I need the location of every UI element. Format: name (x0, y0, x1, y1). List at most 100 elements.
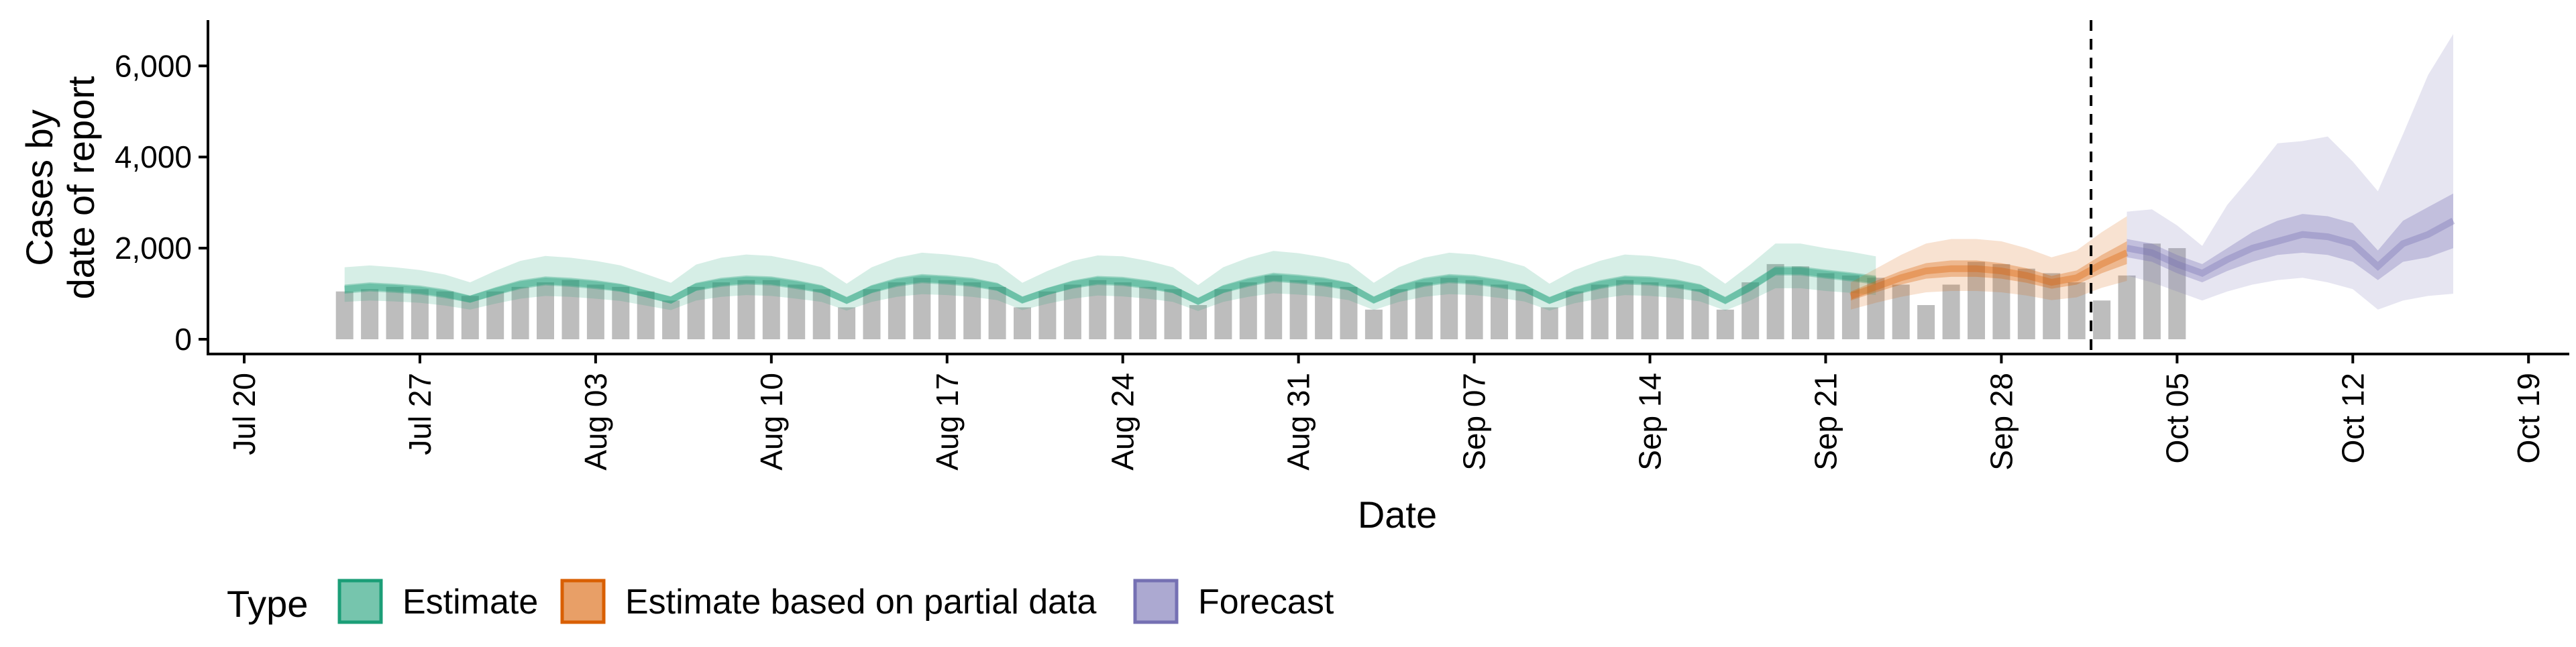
reported-cases-bar (386, 286, 404, 339)
reported-cases-bar (863, 289, 881, 339)
reported-cases-bar (2143, 243, 2161, 339)
reported-cases-bar (537, 282, 554, 339)
x-tick-label: Sep 07 (1457, 373, 1492, 471)
reported-cases-bar (1968, 261, 1985, 339)
reported-cases-bar (838, 307, 856, 339)
x-tick-label: Jul 27 (402, 373, 437, 455)
series-2-inner-band (2127, 193, 2453, 283)
reported-cases-bar (1139, 286, 1157, 339)
reported-cases-bar (1892, 284, 1910, 339)
reported-cases-bar (1566, 291, 1584, 339)
series-1-median-line (1849, 249, 2129, 300)
reported-cases-bar (1515, 289, 1534, 339)
reported-cases-bar (1364, 309, 1383, 339)
reported-cases-bar (812, 289, 830, 339)
reported-cases-bar (1465, 280, 1483, 339)
x-tick-label: Aug 03 (578, 373, 613, 471)
reported-cases-bar (1114, 282, 1132, 339)
reported-cases-bar (2168, 248, 2186, 339)
reported-cases-bar (1691, 289, 1709, 339)
reported-cases-bar (737, 280, 755, 339)
reported-cases-bar (1741, 282, 1760, 339)
x-tick-label: Oct 19 (2511, 373, 2546, 464)
reported-cases-bar (1917, 305, 1935, 339)
legend-key (1133, 579, 1179, 624)
reported-cases-bar (1616, 280, 1634, 339)
x-axis-ticks: Jul 20 Jul 27 Aug 03 Aug 10 Aug 17 Aug 24 Aug … (227, 354, 2546, 471)
y-axis-title-line-1: Cases by (18, 109, 60, 266)
estimate-bands (344, 34, 2455, 311)
reported-cases-bar (1491, 284, 1508, 339)
reported-cases-bar (436, 291, 454, 339)
reported-cases-bar (2093, 300, 2111, 339)
x-tick-label: Aug 10 (754, 373, 789, 471)
legend: Type Estimate Estimate based on partial d… (227, 579, 1334, 625)
legend-key (560, 579, 606, 624)
reported-cases-bar (788, 284, 806, 339)
legend-title: Type (227, 583, 308, 625)
reported-cases-bar (612, 286, 630, 339)
reported-cases-bar (762, 280, 780, 339)
reported-cases-bar (1063, 284, 1081, 339)
reported-cases-bar (1942, 284, 1960, 339)
series-0-inner-band (344, 266, 1876, 305)
series-0-median-line (344, 268, 1876, 306)
x-tick-label: Aug 31 (1281, 373, 1316, 471)
reported-cases-bar (1440, 278, 1458, 339)
reported-cases-bar (1390, 289, 1408, 339)
legend-key (337, 579, 383, 624)
reported-cases-bar (988, 286, 1006, 339)
axes (207, 20, 2569, 355)
reported-cases-bar (1766, 263, 1784, 339)
x-tick-label: Aug 17 (930, 373, 965, 471)
reported-cases-bar (888, 282, 906, 339)
reported-cases-bars (335, 243, 2186, 339)
reported-cases-bar (913, 278, 931, 339)
reported-cases-bar (1214, 289, 1232, 339)
reported-cases-bar (1315, 282, 1333, 339)
legend-label: Forecast (1198, 583, 1334, 622)
reported-cases-bar (1817, 273, 1835, 339)
series-2-outer-band (2127, 34, 2453, 310)
y-tick-label: 2,000 (115, 231, 192, 266)
reported-cases-bar (1540, 307, 1558, 339)
reported-cases-bar (687, 286, 705, 339)
reported-cases-bar (938, 280, 956, 339)
reported-cases-bar (1164, 289, 1182, 339)
x-axis-title: Date (1358, 493, 1437, 536)
reported-cases-bar (1992, 263, 2010, 339)
reported-cases-bar (1666, 284, 1684, 339)
reported-cases-bar (2118, 275, 2136, 339)
x-tick-label: Sep 28 (1984, 373, 2019, 471)
reported-cases-bar (1239, 282, 1257, 339)
reported-cases-bar (335, 291, 354, 339)
reported-cases-bar (1591, 284, 1609, 339)
y-axis-title-line-2: date of report (60, 76, 102, 300)
reported-cases-bar (1089, 280, 1107, 339)
reported-cases-bar (662, 300, 680, 339)
x-tick-label: Sep 21 (1808, 373, 1843, 471)
x-tick-label: Oct 05 (2159, 373, 2194, 464)
reported-cases-bar (561, 280, 580, 339)
reported-cases-bar (411, 289, 429, 339)
x-tick-label: Jul 20 (227, 373, 262, 455)
legend-label: Estimate based on partial data (625, 583, 1097, 622)
y-tick-label: 6,000 (115, 48, 192, 83)
series-1-outer-band (1850, 216, 2127, 310)
reported-cases-bar (1415, 282, 1433, 339)
reported-cases-bar (1641, 282, 1659, 339)
y-axis-ticks: 0 2,000 4,000 6,000 (115, 48, 208, 357)
reported-cases-bar (1867, 278, 1885, 339)
reported-cases-bar (1289, 280, 1307, 339)
reported-cases-bar (1189, 305, 1207, 339)
reported-cases-bar (1716, 309, 1734, 339)
reported-cases-bar (963, 282, 981, 339)
reported-cases-bar (1792, 266, 1809, 339)
x-tick-label: Sep 14 (1633, 373, 1668, 471)
reported-cases-bar (1340, 286, 1358, 339)
reported-cases-bar (712, 282, 730, 339)
reported-cases-bar (461, 296, 479, 339)
reported-cases-bar (1038, 291, 1057, 339)
